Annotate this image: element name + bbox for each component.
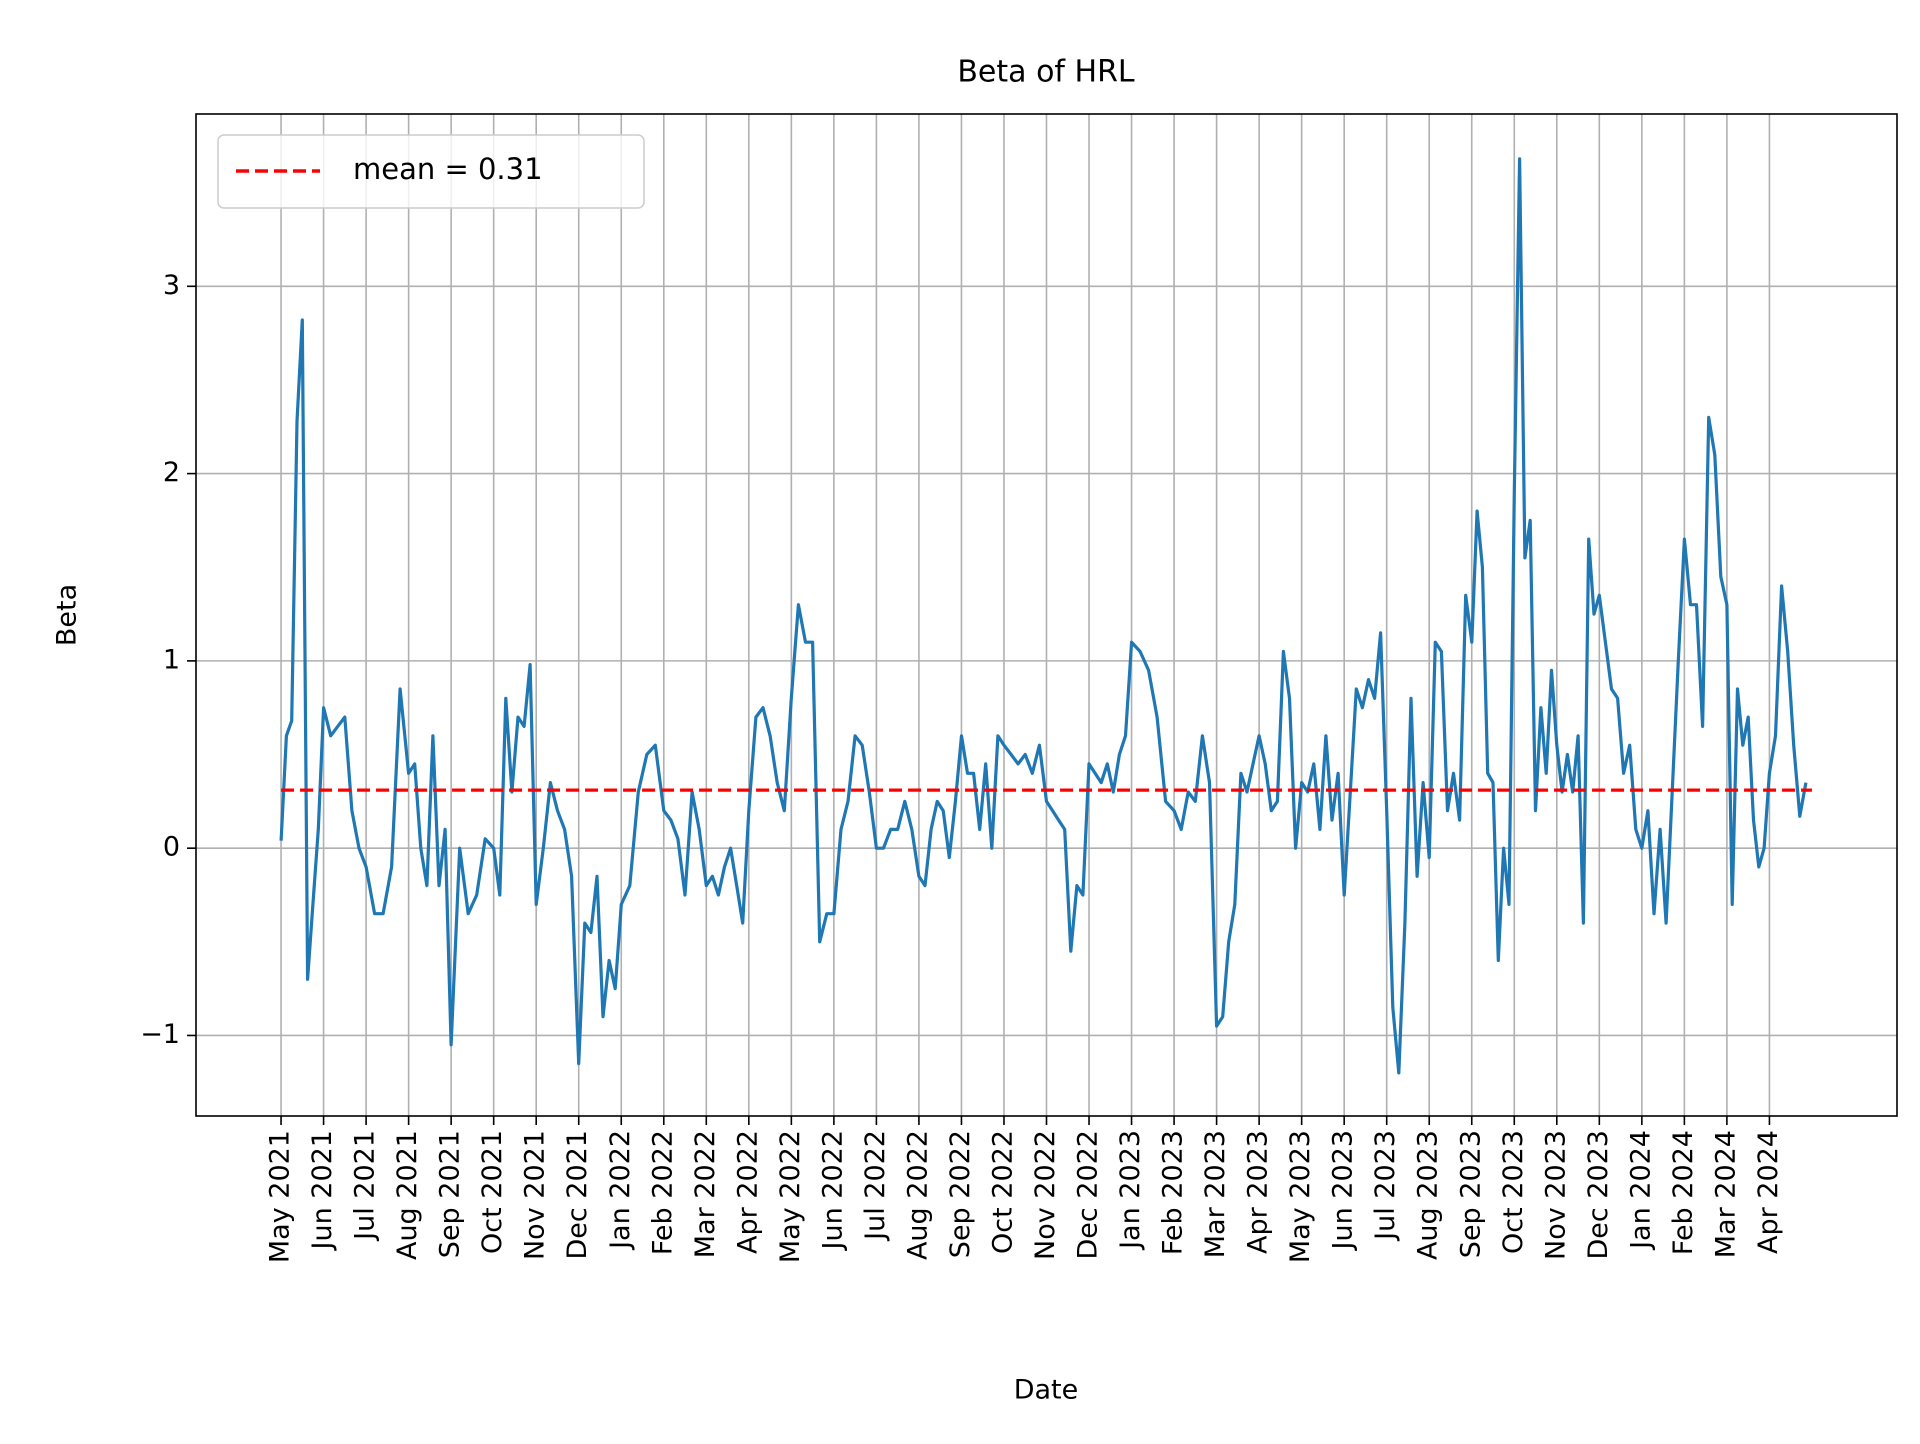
x-tick-label: May 2021 xyxy=(265,1130,296,1263)
x-tick-label: Apr 2022 xyxy=(732,1130,763,1254)
x-tick-label: Feb 2023 xyxy=(1158,1130,1189,1255)
x-tick-label: Aug 2021 xyxy=(392,1130,423,1260)
x-tick-label: Dec 2021 xyxy=(562,1130,593,1260)
plot-marks xyxy=(279,157,1812,1075)
y-tick-label: 2 xyxy=(163,457,180,488)
x-tick-label: Oct 2021 xyxy=(477,1130,508,1254)
x-tick-label: Apr 2024 xyxy=(1753,1130,1784,1254)
x-tick-label: Nov 2023 xyxy=(1540,1130,1571,1260)
y-tick-label: 0 xyxy=(163,832,180,863)
x-tick-label: Jan 2022 xyxy=(605,1130,636,1251)
x-tick-label: Jun 2022 xyxy=(817,1130,848,1251)
ticks: −1 0 1 2 3 May 2021 Jun 2021 Jul 2021 Aug 2021 Se… xyxy=(140,270,1784,1263)
x-tick-label: Aug 2023 xyxy=(1413,1130,1444,1260)
x-tick-label: Dec 2022 xyxy=(1073,1130,1104,1260)
x-tick-label: Mar 2023 xyxy=(1200,1130,1231,1258)
x-tick-label: Jul 2023 xyxy=(1370,1130,1401,1242)
x-tick-label: Apr 2023 xyxy=(1243,1130,1274,1254)
x-tick-label: Mar 2022 xyxy=(690,1130,721,1258)
x-tick-label: Dec 2023 xyxy=(1583,1130,1614,1260)
y-tick-label: −1 xyxy=(140,1019,180,1050)
legend: mean = 0.31 xyxy=(217,134,645,209)
x-tick-label: May 2022 xyxy=(775,1130,806,1263)
x-tick-label: Jun 2021 xyxy=(307,1130,338,1251)
x-tick-label: Jun 2023 xyxy=(1328,1130,1359,1251)
x-tick-label: Nov 2021 xyxy=(520,1130,551,1260)
x-tick-label: Jan 2024 xyxy=(1625,1130,1656,1251)
chart-title: Beta of HRL xyxy=(957,55,1135,90)
grid xyxy=(196,114,1897,1116)
x-tick-label: Sep 2021 xyxy=(435,1130,466,1258)
x-tick-label: Jan 2023 xyxy=(1115,1130,1146,1251)
y-tick-label: 1 xyxy=(163,644,180,675)
x-tick-label: Jul 2022 xyxy=(860,1130,891,1242)
x-tick-label: Feb 2022 xyxy=(647,1130,678,1255)
x-tick-label: Feb 2024 xyxy=(1668,1130,1699,1255)
legend-box xyxy=(217,134,645,209)
data-line xyxy=(279,157,1808,1075)
y-tick-label: 3 xyxy=(163,270,180,301)
x-axis-label: Date xyxy=(1014,1375,1079,1406)
legend-label: mean = 0.31 xyxy=(353,152,543,186)
x-tick-label: May 2023 xyxy=(1285,1130,1316,1263)
x-tick-label: Mar 2024 xyxy=(1710,1130,1741,1258)
x-tick-label: Sep 2023 xyxy=(1455,1130,1486,1258)
y-axis-label: Beta xyxy=(52,584,83,646)
x-tick-label: Oct 2023 xyxy=(1498,1130,1529,1254)
x-tick-label: Oct 2022 xyxy=(987,1130,1018,1254)
x-tick-label: Sep 2022 xyxy=(945,1130,976,1258)
x-tick-label: Aug 2022 xyxy=(902,1130,933,1260)
x-tick-label: Jul 2021 xyxy=(350,1130,381,1242)
x-tick-label: Nov 2022 xyxy=(1030,1130,1061,1260)
